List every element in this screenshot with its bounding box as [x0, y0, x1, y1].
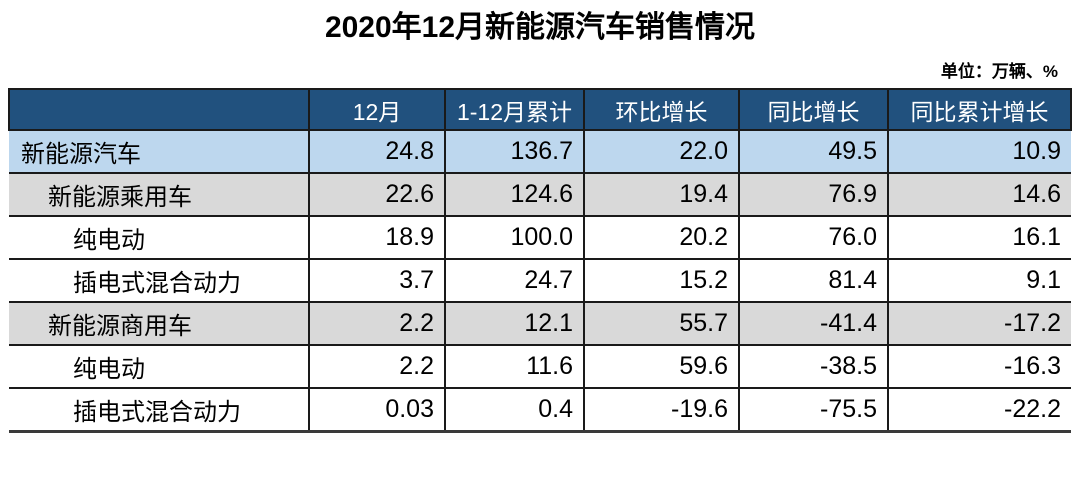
cell-value: 55.7	[583, 301, 740, 346]
cell-value: 9.1	[888, 258, 1071, 303]
row-label: 插电式混合动力	[9, 258, 310, 303]
column-header-yoy-cumulative-growth: 同比累计增长	[887, 88, 1072, 131]
cell-value: -38.5	[738, 344, 889, 389]
unit-note: 单位：万辆、%	[940, 62, 1058, 81]
cell-value: 11.6	[444, 344, 585, 389]
table-row-passenger-phev: 插电式混合动力 3.7 24.7 15.2 81.4 9.1	[9, 258, 1071, 303]
column-header-december: 12月	[308, 88, 446, 131]
cell-value: 124.6	[444, 172, 585, 217]
cell-value: 76.0	[738, 215, 889, 260]
cell-value: 76.9	[738, 172, 889, 217]
cell-value: 0.4	[444, 387, 585, 433]
cell-value: 24.8	[308, 129, 446, 174]
cell-value: -75.5	[738, 387, 889, 433]
row-label: 新能源商用车	[9, 301, 310, 346]
table-row-passenger: 新能源乘用车 22.6 124.6 19.4 76.9 14.6	[9, 172, 1071, 217]
cell-value: 100.0	[444, 215, 585, 260]
cell-value: 136.7	[444, 129, 585, 174]
column-header-category	[8, 88, 310, 131]
table-row-commercial: 新能源商用车 2.2 12.1 55.7 -41.4 -17.2	[9, 301, 1071, 346]
cell-value: -17.2	[888, 301, 1071, 346]
cell-value: 59.6	[583, 344, 740, 389]
row-label: 纯电动	[9, 215, 310, 260]
cell-value: 2.2	[308, 301, 446, 346]
cell-value: 19.4	[583, 172, 740, 217]
page-title: 2020年12月新能源汽车销售情况	[324, 11, 756, 44]
page: 2020年12月新能源汽车销售情况 单位：万辆、% 12月 1-12月累计 环比…	[0, 6, 1080, 433]
cell-value: 81.4	[738, 258, 889, 303]
table-row-commercial-bev: 纯电动 2.2 11.6 59.6 -38.5 -16.3	[9, 344, 1071, 389]
column-header-mom-growth: 环比增长	[583, 88, 740, 131]
nev-sales-table: 12月 1-12月累计 环比增长 同比增长 同比累计增长 新能源汽车 24.8 …	[8, 88, 1072, 433]
table-row-passenger-bev: 纯电动 18.9 100.0 20.2 76.0 16.1	[9, 215, 1071, 260]
row-label: 插电式混合动力	[9, 387, 310, 433]
cell-value: 0.03	[308, 387, 446, 433]
cell-value: 10.9	[888, 129, 1071, 174]
column-header-cumulative: 1-12月累计	[444, 88, 585, 131]
row-label: 新能源汽车	[9, 129, 310, 174]
row-label: 纯电动	[9, 344, 310, 389]
cell-value: 49.5	[738, 129, 889, 174]
cell-value: -41.4	[738, 301, 889, 346]
cell-value: 15.2	[583, 258, 740, 303]
cell-value: 20.2	[583, 215, 740, 260]
column-header-yoy-growth: 同比增长	[738, 88, 889, 131]
cell-value: 24.7	[444, 258, 585, 303]
row-label: 新能源乘用车	[9, 172, 310, 217]
cell-value: 18.9	[308, 215, 446, 260]
cell-value: 22.6	[308, 172, 446, 217]
cell-value: -22.2	[888, 387, 1071, 433]
cell-value: -16.3	[888, 344, 1071, 389]
header-row: 12月 1-12月累计 环比增长 同比增长 同比累计增长	[8, 88, 1072, 131]
cell-value: -19.6	[583, 387, 740, 433]
cell-value: 16.1	[888, 215, 1071, 260]
cell-value: 2.2	[308, 344, 446, 389]
cell-value: 22.0	[583, 129, 740, 174]
cell-value: 3.7	[308, 258, 446, 303]
table-row-nev-total: 新能源汽车 24.8 136.7 22.0 49.5 10.9	[9, 129, 1071, 174]
table-row-commercial-phev: 插电式混合动力 0.03 0.4 -19.6 -75.5 -22.2	[9, 387, 1071, 433]
cell-value: 14.6	[888, 172, 1071, 217]
cell-value: 12.1	[444, 301, 585, 346]
